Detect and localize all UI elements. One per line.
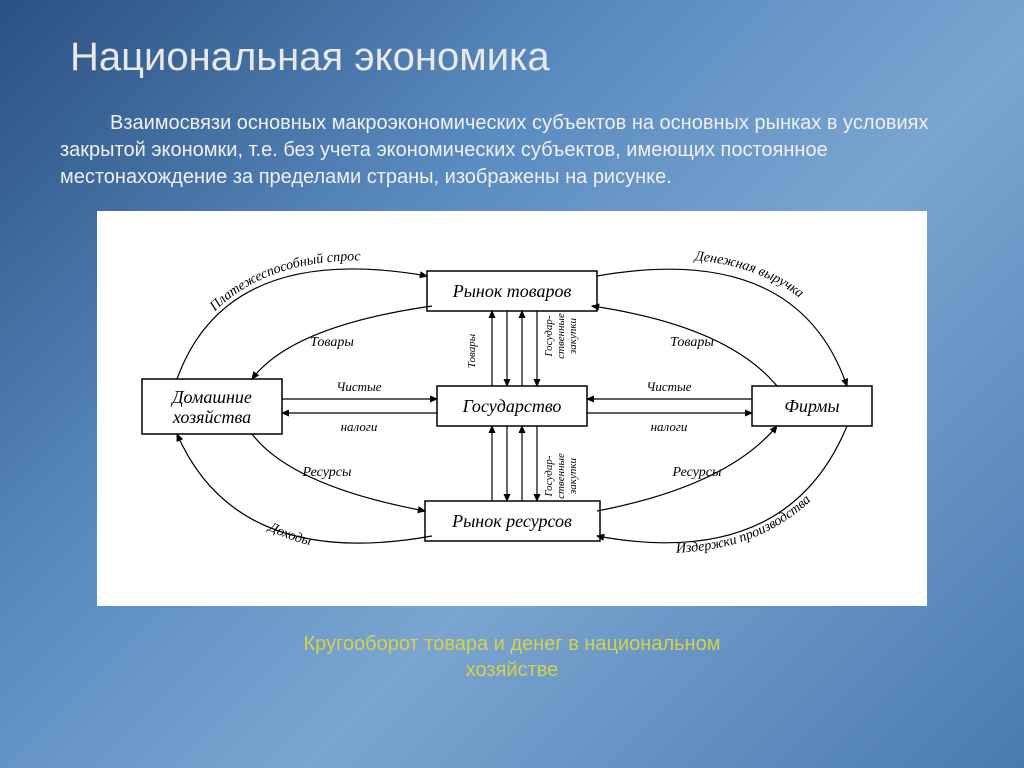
node-households: Домашние хозяйства (142, 379, 282, 434)
node-resource-market: Рынок ресурсов (425, 501, 600, 541)
slide-description: Взаимосвязи основных макроэкономических … (60, 110, 964, 191)
label-gov-purch-top2: ственные (555, 313, 567, 359)
slide-title: Национальная экономика (70, 35, 964, 80)
label-taxes-right-2: налоги (651, 419, 688, 434)
node-goods-market: Рынок товаров (427, 271, 597, 311)
svg-text:хозяйства: хозяйства (172, 407, 251, 427)
edge-income (177, 434, 432, 543)
label-gov-purch-top1: Государ- (543, 315, 555, 357)
label-goods-left: Товары (310, 335, 354, 350)
label-taxes-right-1: Чистые (646, 379, 691, 394)
label-goods-right: Товары (670, 335, 714, 350)
label-costs: Издержки производства (675, 492, 814, 556)
label-gov-purch-bot2: ственные (555, 453, 567, 499)
edge-demand (177, 269, 427, 379)
svg-text:Домашние: Домашние (170, 387, 252, 407)
label-resources-right: Ресурсы (672, 465, 722, 480)
label-gov-purch-bot3: закупки (567, 458, 579, 495)
circular-flow-diagram: Рынок товаров Домашние хозяйства Государ… (97, 211, 927, 606)
label-gov-purch-bot1: Государ- (543, 455, 555, 497)
diagram-caption: Кругооборот товара и денег в национально… (60, 631, 964, 683)
node-firms: Фирмы (752, 386, 872, 426)
edge-costs (597, 426, 847, 543)
label-income: Доходы (264, 519, 312, 549)
svg-text:Фирмы: Фирмы (784, 396, 839, 416)
label-taxes-left-2: налоги (341, 419, 378, 434)
label-gov-purch-top3: закупки (567, 318, 579, 355)
label-resources-left: Ресурсы (302, 465, 352, 480)
node-state: Государство (437, 386, 587, 426)
svg-text:Рынок товаров: Рынок товаров (452, 281, 572, 301)
edge-revenue (597, 269, 847, 386)
svg-text:Рынок ресурсов: Рынок ресурсов (451, 511, 572, 531)
label-revenue: Денежная выручка (692, 249, 806, 301)
label-demand: Платежеспособный спрос (206, 249, 361, 315)
label-taxes-left-1: Чистые (336, 379, 381, 394)
label-vert-goods: Товары (466, 333, 478, 368)
svg-text:Государство: Государство (462, 396, 562, 416)
